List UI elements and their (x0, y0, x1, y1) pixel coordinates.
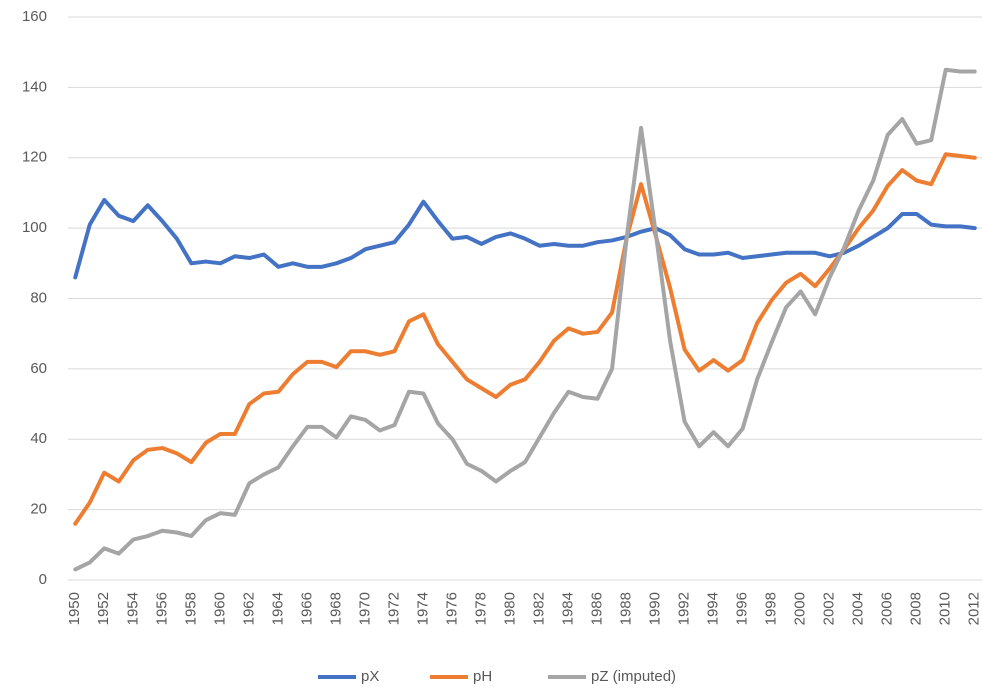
legend-label: pX (361, 668, 379, 685)
x-tick-label: 2004 (850, 592, 867, 625)
y-tick-label: 120 (22, 149, 47, 166)
y-tick-label: 100 (22, 219, 47, 236)
x-tick-label: 1978 (472, 592, 489, 625)
x-tick-label: 1996 (734, 592, 751, 625)
x-tick-label: 1992 (676, 592, 693, 625)
x-tick-label: 2000 (792, 592, 809, 625)
x-tick-label: 2006 (879, 592, 896, 625)
x-tick-label: 1980 (501, 592, 518, 625)
y-tick-label: 80 (30, 289, 47, 306)
x-tick-label: 1974 (414, 592, 431, 625)
y-tick-label: 60 (30, 360, 47, 377)
x-tick-label: 1956 (153, 592, 170, 625)
x-tick-label: 1976 (443, 592, 460, 625)
x-tick-label: 1962 (240, 592, 257, 625)
x-tick-label: 1984 (559, 592, 576, 625)
x-tick-label: 1950 (66, 592, 83, 625)
x-tick-label: 1954 (124, 592, 141, 625)
legend-label: pH (473, 668, 492, 685)
x-tick-label: 2012 (966, 592, 982, 625)
x-tick-label: 1998 (763, 592, 780, 625)
y-tick-label: 160 (22, 8, 47, 25)
series-line (73, 152, 977, 526)
x-tick-label: 2002 (821, 592, 838, 625)
x-tick-label: 1972 (385, 592, 402, 625)
x-tick-label: 1970 (356, 592, 373, 625)
x-tick-label: 2008 (908, 592, 925, 625)
y-tick-label: 40 (30, 430, 47, 447)
y-tick-label: 20 (30, 501, 47, 518)
series-line (73, 197, 977, 280)
series-line (73, 67, 977, 572)
x-tick-label: 1994 (705, 592, 722, 625)
x-tick-label: 1968 (327, 592, 344, 625)
x-tick-label: 1982 (530, 592, 547, 625)
y-tick-label: 0 (39, 571, 47, 588)
x-tick-label: 1990 (647, 592, 664, 625)
x-tick-label: 1966 (298, 592, 315, 625)
x-tick-label: 1958 (182, 592, 199, 625)
legend-label: pZ (imputed) (591, 668, 676, 685)
x-tick-label: 1964 (269, 592, 286, 625)
y-tick-label: 140 (22, 78, 47, 95)
x-tick-label: 1952 (95, 592, 112, 625)
x-tick-label: 2010 (937, 592, 954, 625)
x-tick-label: 1960 (211, 592, 228, 625)
x-tick-label: 1986 (589, 592, 606, 625)
x-tick-label: 1988 (618, 592, 635, 625)
